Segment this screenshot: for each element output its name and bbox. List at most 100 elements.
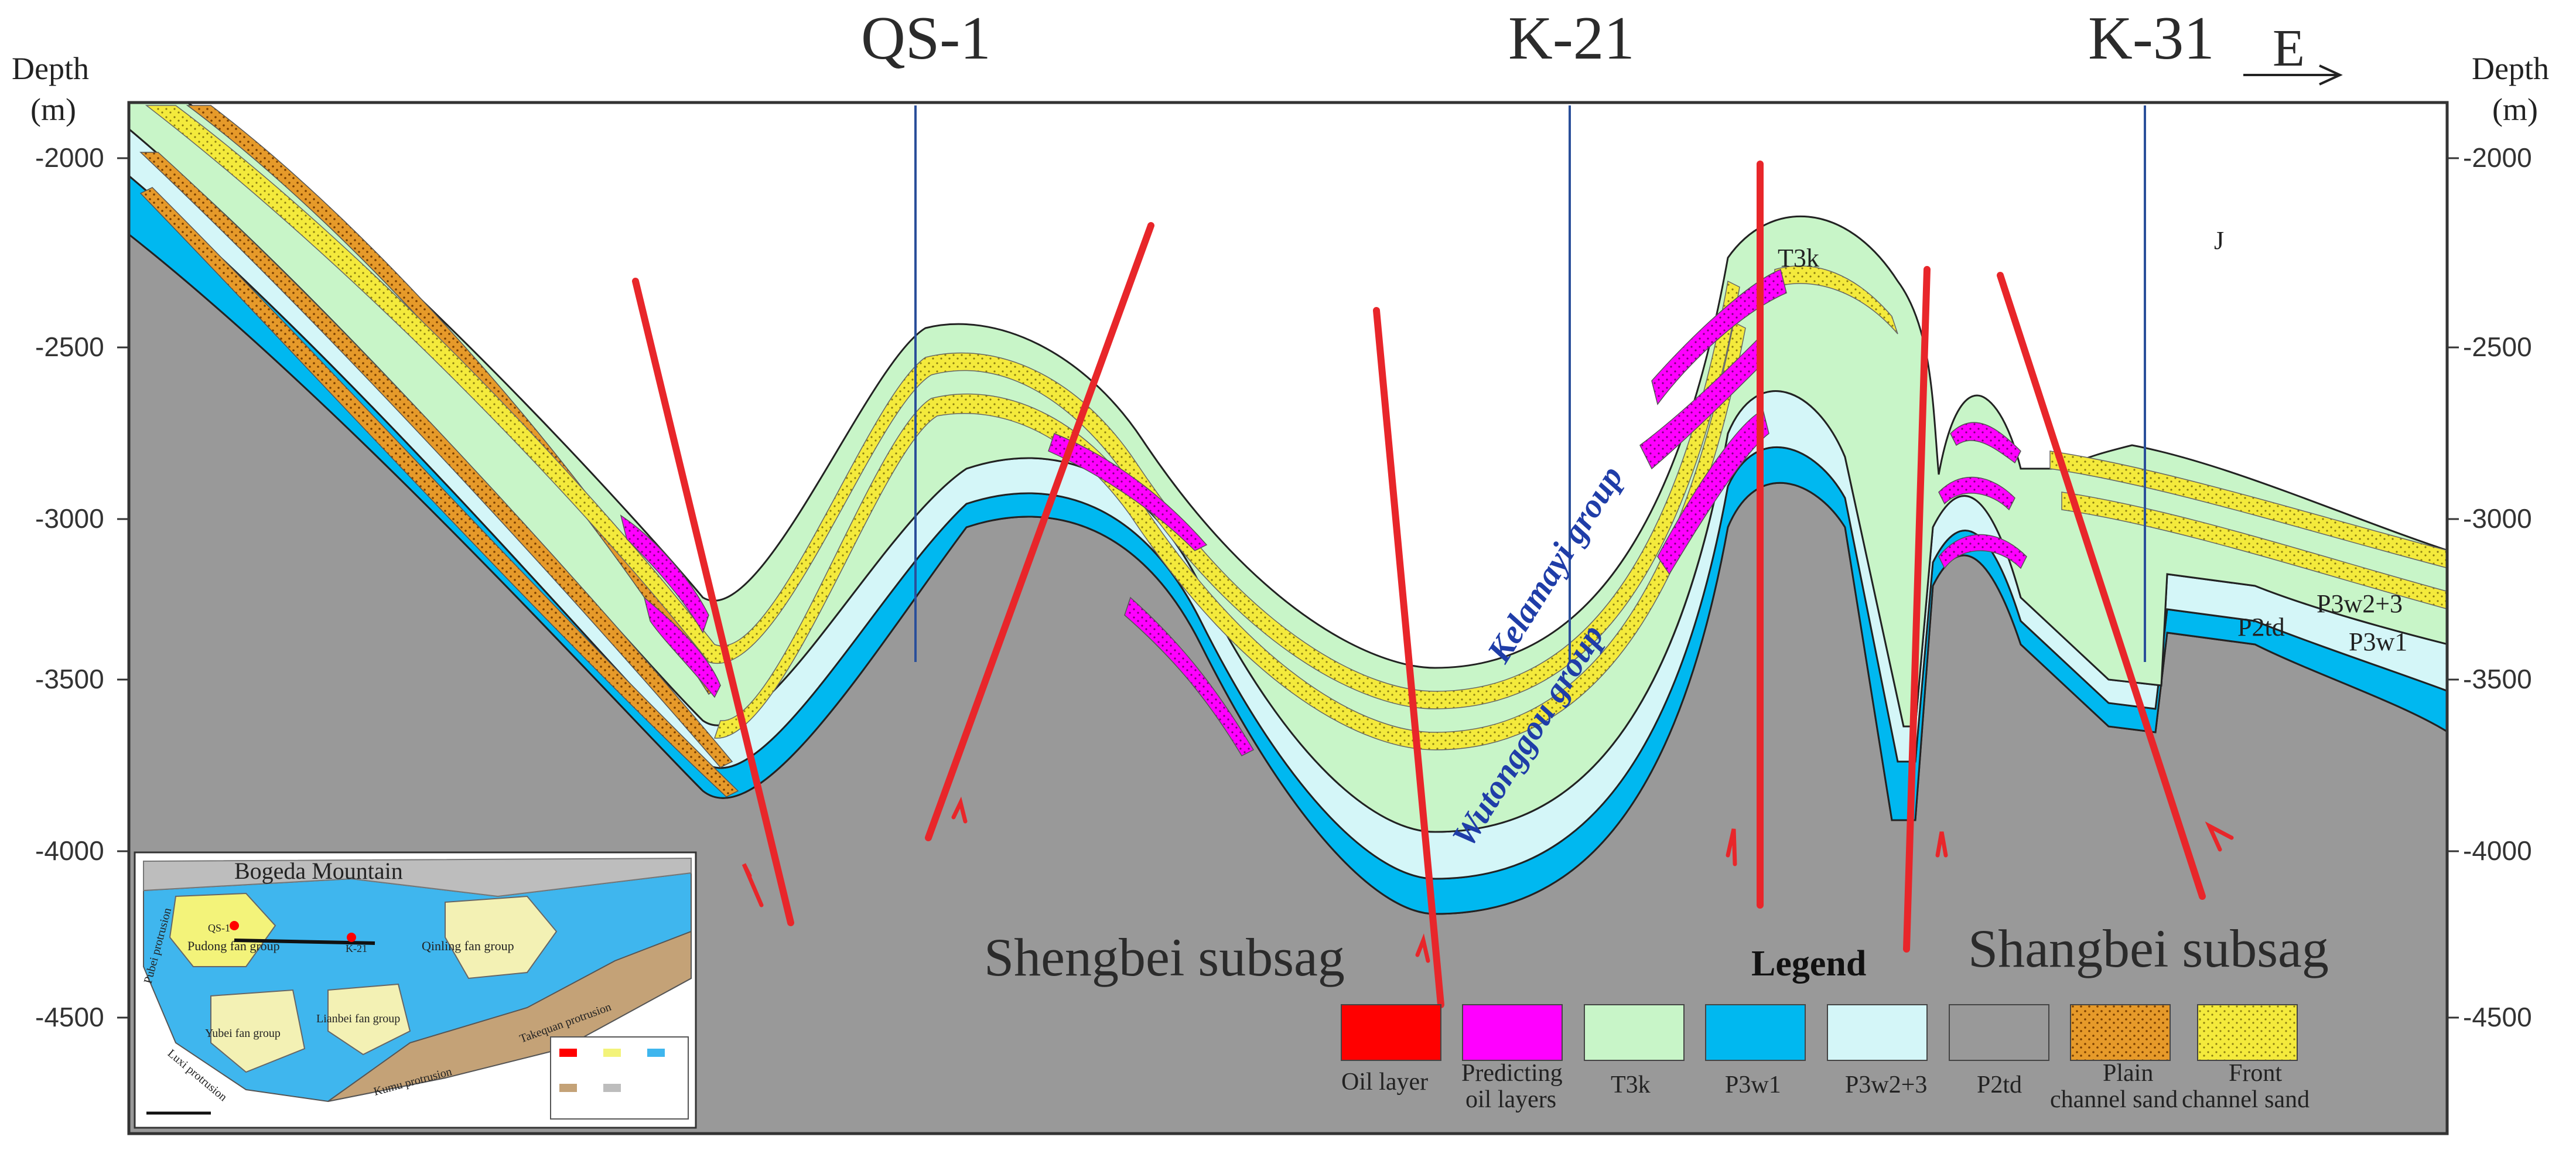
inset-map: Bogeda Mountain QS-1 K-21 Pudong fan gro…: [134, 851, 697, 1129]
plain-sand-band-3: [139, 187, 739, 797]
depth-axis-title-left: Depth: [12, 51, 89, 86]
inset-fan-pudong: [169, 892, 276, 967]
depth-tick-left-3500: -3500: [35, 664, 104, 694]
inset-legend-swatch-1: [559, 1049, 577, 1057]
inset-protrusion-zone: [327, 930, 692, 1102]
legend-item-oil-layer: Oil layer: [1341, 1004, 1441, 1096]
p2td-label: P2td: [2237, 613, 2285, 641]
depth-tick-right-3500: -3500: [2463, 664, 2532, 694]
depth-tick-left-2500: -2500: [35, 332, 104, 362]
svg-text:T3k: T3k: [1611, 1071, 1651, 1098]
predicted-oil-8: [1950, 422, 2021, 464]
svg-text:channel sand: channel sand: [2050, 1086, 2178, 1113]
fault-5: [1903, 266, 1931, 953]
fault-6: [1997, 272, 2206, 900]
inset-mountain: [143, 857, 692, 898]
front-sand-band-3: [1774, 265, 1898, 335]
p3w1-label: P3w1: [2349, 627, 2407, 656]
depth-tick-right-3000: -3000: [2463, 503, 2532, 534]
front-sand-band-5: [2061, 492, 2447, 610]
inset-well-k21: [347, 933, 356, 942]
predicted-oil-4: [1124, 596, 1255, 756]
predicted-oil-7: [1657, 409, 1769, 575]
inset-label-qs1: QS-1: [208, 922, 230, 934]
front-sand-band-1: [145, 105, 1740, 709]
svg-text:channel sand: channel sand: [2182, 1086, 2309, 1113]
legend-item-plain-sand: Plain channel sand: [2050, 1004, 2178, 1113]
fault-3: [1373, 307, 1444, 1008]
depth-tick-right-4000: -4000: [2463, 835, 2532, 866]
predicted-oil-3: [1048, 433, 1208, 551]
inset-legend-swatch-4: [559, 1084, 577, 1092]
fault-arrow-3: [1415, 933, 1430, 963]
fault-arrows: [742, 796, 2234, 963]
p3w23-label: P3w2+3: [2317, 589, 2403, 618]
inset-fan-qinling: [445, 895, 558, 980]
depth-tick-right-2000: -2000: [2463, 142, 2532, 173]
depth-tick-left-2000: -2000: [35, 142, 104, 173]
plain-sand-band-2: [139, 152, 733, 768]
depth-axis-unit-right: (m): [2492, 92, 2538, 127]
front-sand-band-2: [713, 321, 1746, 750]
predicted-oil-1: [620, 514, 709, 634]
legend-item-predicting: Predicting oil layers: [1461, 1004, 1563, 1113]
predicted-oil-10: [1938, 534, 2027, 569]
legend: Legend Oil layer Predicting oil layers T…: [1341, 944, 2309, 1113]
faults: [632, 161, 2206, 1008]
predicted-oil-9: [1938, 476, 2015, 511]
fault-arrow-6: [2205, 821, 2234, 852]
inset-legend-swatch-3: [647, 1049, 665, 1057]
inset-section-line: [234, 939, 375, 945]
fault-arrow-1: [742, 863, 764, 907]
svg-text:Front: Front: [2229, 1060, 2282, 1087]
svg-text:Predicting: Predicting: [1461, 1060, 1563, 1087]
front-sand-band-4: [2049, 451, 2447, 569]
depth-axis-left: -2000 -2500 -3000 -3500 -4000 -4500: [35, 142, 129, 1032]
depth-tick-right-2500: -2500: [2463, 332, 2532, 362]
shengbei-subsag-label: Shengbei subsag: [984, 927, 1345, 987]
inset-label-mountain: Bogeda Mountain: [234, 858, 403, 884]
svg-text:P3w1: P3w1: [1725, 1071, 1781, 1098]
t3k-label: T3k: [1778, 244, 1819, 272]
inset-label-lianbei: Lianbei fan group: [316, 1012, 400, 1025]
well-label-k21: K-21: [1508, 4, 1635, 72]
inset-label-yubei: Yubei fan group: [205, 1027, 281, 1040]
inset-fan-lianbei: [327, 983, 411, 1056]
depth-tick-left-4500: -4500: [35, 1002, 104, 1032]
fault-arrow-2: [951, 796, 968, 824]
inset-legend-swatch-2: [603, 1049, 621, 1057]
well-label-qs1: QS-1: [861, 4, 991, 72]
inset-fan-yubei: [210, 989, 306, 1073]
inset-label-k21: K-21: [346, 943, 367, 954]
predicted-oil-2: [643, 596, 721, 698]
depth-axis-right: -2000 -2500 -3000 -3500 -4000 -4500: [2447, 142, 2532, 1032]
fault-arrow-5: [1935, 831, 1948, 858]
inset-well-qs1: [230, 921, 239, 930]
svg-text:P2td: P2td: [1977, 1071, 2022, 1098]
depth-tick-left-4000: -4000: [35, 835, 104, 866]
east-arrow-head: [2319, 64, 2343, 86]
svg-text:Plain: Plain: [2103, 1060, 2153, 1087]
shangbei-subsag-label: Shangbei subsag: [1968, 919, 2329, 978]
depth-axis-unit-left: (m): [30, 92, 76, 127]
inset-label-pudong: Pudong fan group: [187, 939, 280, 953]
direction-label: E: [2273, 19, 2305, 77]
inset-legend-swatch-5: [603, 1084, 621, 1092]
well-label-k31: K-31: [2088, 4, 2215, 72]
legend-item-t3k: T3k: [1584, 1004, 1685, 1098]
section-frame: [127, 101, 2449, 1135]
depth-tick-right-4500: -4500: [2463, 1002, 2532, 1032]
depth-axis-title-right: Depth: [2472, 51, 2549, 86]
legend-item-p3w1: P3w1: [1705, 1004, 1806, 1098]
legend-item-p2td: P2td: [1949, 1004, 2049, 1098]
legend-title: Legend: [1751, 944, 1866, 984]
fault-1: [632, 278, 794, 926]
legend-item-p3w23: P3w2+3: [1827, 1004, 1928, 1098]
legend-item-front-sand: Front channel sand: [2182, 1004, 2309, 1113]
fault-2: [925, 222, 1154, 841]
inset-label-qinling: Qinling fan group: [422, 939, 514, 953]
fault-arrow-4: [1726, 828, 1737, 866]
geologic-section: [129, 103, 2447, 1134]
depth-tick-left-3000: -3000: [35, 503, 104, 534]
